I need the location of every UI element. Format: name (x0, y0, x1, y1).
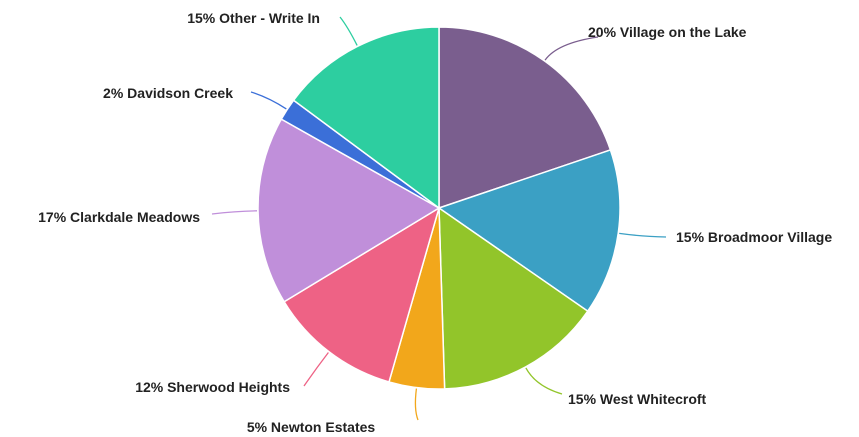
slice-label: 15% West Whitecroft (568, 391, 707, 407)
pie-slice (257, 118, 441, 303)
slice-label: 15% Broadmoor Village (676, 229, 832, 245)
leader-line (339, 16, 358, 46)
slice-label: 17% Clarkdale Meadows (38, 209, 200, 225)
leader-line (211, 210, 258, 215)
leader-line (525, 367, 563, 395)
slice-label: 15% Other - Write In (187, 10, 320, 26)
slice-label: 12% Sherwood Heights (135, 379, 290, 395)
pie-slice (437, 148, 621, 313)
pie-slice (283, 206, 441, 383)
leader-line (303, 352, 329, 387)
slice-label: 5% Newton Estates (247, 419, 376, 435)
pie-slice (292, 26, 440, 210)
leader-line (250, 91, 287, 110)
pie-slice (438, 206, 589, 390)
pie-slices (257, 26, 621, 390)
leader-lines (211, 16, 667, 421)
leader-line (619, 232, 667, 238)
slice-label: 2% Davidson Creek (103, 85, 233, 101)
leader-line (414, 388, 419, 421)
pie-slice (438, 26, 612, 210)
slice-label: 20% Village on the Lake (588, 24, 747, 40)
leader-line (544, 36, 599, 61)
slice-labels: 20% Village on the Lake 15% Broadmoor Vil… (38, 10, 832, 435)
